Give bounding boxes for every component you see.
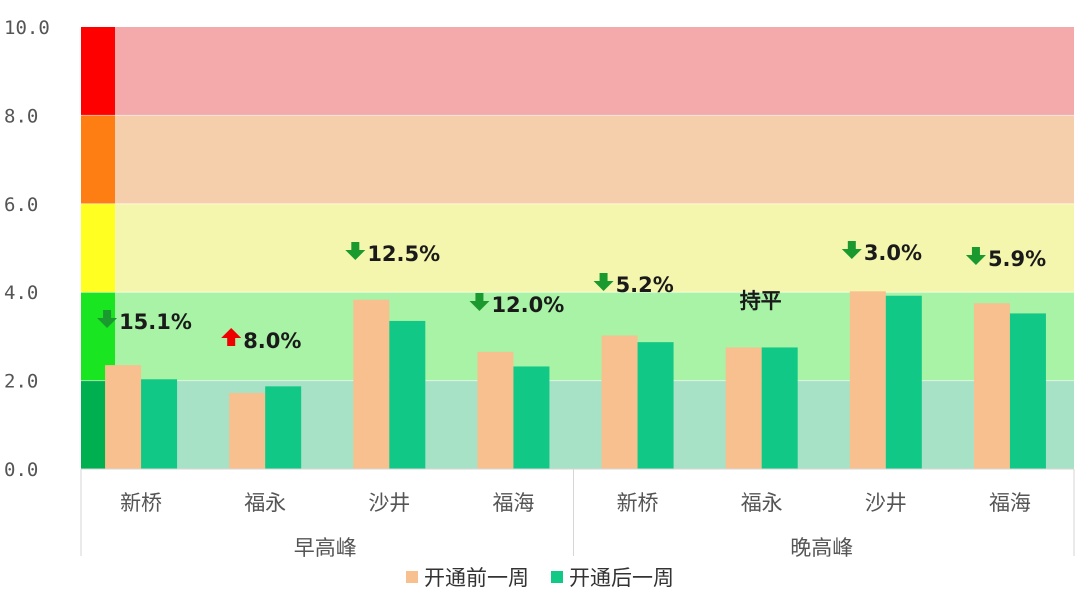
change-label: 5.9% bbox=[988, 247, 1046, 271]
x-tick-label: 沙井 bbox=[865, 491, 907, 515]
y-tick-label: 6.0 bbox=[4, 194, 38, 216]
bar-after bbox=[141, 379, 178, 469]
x-tick-label: 沙井 bbox=[368, 491, 410, 515]
bar-before bbox=[353, 299, 390, 469]
bar-before bbox=[229, 392, 266, 469]
bar-after bbox=[761, 347, 798, 469]
legend: 开通前一周 开通后一周 bbox=[0, 562, 1080, 592]
y-tick-label: 2.0 bbox=[4, 371, 38, 393]
y-tick-label: 8.0 bbox=[4, 105, 38, 127]
x-tick-label: 福永 bbox=[244, 491, 286, 515]
change-label: 15.1% bbox=[119, 310, 192, 334]
arrow-down-icon bbox=[593, 273, 614, 291]
legend-label-before: 开通前一周 bbox=[424, 566, 529, 590]
arrow-down-icon bbox=[965, 247, 986, 265]
legend-item-before: 开通前一周 bbox=[406, 562, 529, 592]
bar-after bbox=[885, 295, 922, 469]
bar-before bbox=[725, 347, 762, 469]
x-tick-label: 新桥 bbox=[617, 491, 659, 515]
bar-after bbox=[513, 366, 550, 469]
band-layer bbox=[81, 27, 1074, 469]
arrow-up-icon bbox=[221, 328, 242, 346]
annotations: 15.1% 8.0% 12.5% 12.0% 5.2% 持平 3.0% 5.9% bbox=[97, 241, 1046, 353]
arrow-down-icon bbox=[345, 242, 366, 260]
bar-before bbox=[477, 351, 514, 469]
x-tick-label: 福海 bbox=[492, 491, 534, 515]
y-axis: 0.0 2.0 4.0 6.0 8.0 10.0 bbox=[4, 17, 50, 481]
bar-before bbox=[601, 335, 638, 469]
bar-before bbox=[849, 291, 886, 469]
y-tick-label: 0.0 bbox=[4, 459, 38, 481]
change-label: 持平 bbox=[740, 289, 782, 313]
legend-swatch-after bbox=[551, 571, 563, 583]
x-tick-label: 新桥 bbox=[120, 491, 162, 515]
arrow-down-icon bbox=[469, 293, 490, 311]
band-3 bbox=[81, 115, 1074, 204]
change-label: 8.0% bbox=[243, 329, 301, 353]
arrow-down-icon bbox=[841, 241, 862, 259]
band-2 bbox=[81, 203, 1074, 293]
bars bbox=[105, 291, 1046, 469]
band-strip-3 bbox=[81, 115, 115, 204]
legend-label-after: 开通后一周 bbox=[569, 566, 674, 590]
bar-after bbox=[1009, 313, 1046, 469]
arrow-down-icon bbox=[97, 310, 118, 328]
group-label: 晚高峰 bbox=[790, 536, 853, 560]
x-tick-label: 福永 bbox=[741, 491, 783, 515]
y-tick-label: 10.0 bbox=[4, 17, 50, 39]
band-strip-4 bbox=[81, 27, 115, 116]
change-label: 12.5% bbox=[367, 242, 440, 266]
band-4 bbox=[81, 27, 1074, 116]
band-strip-2 bbox=[81, 203, 115, 293]
bar-before bbox=[973, 303, 1010, 469]
change-label: 3.0% bbox=[864, 241, 922, 265]
y-tick-label: 4.0 bbox=[4, 282, 38, 304]
legend-item-after: 开通后一周 bbox=[551, 562, 674, 592]
bar-after bbox=[637, 342, 674, 469]
legend-swatch-before bbox=[406, 571, 418, 583]
bar-after bbox=[265, 386, 302, 469]
change-label: 12.0% bbox=[491, 293, 564, 317]
group-label: 早高峰 bbox=[294, 536, 357, 560]
bar-before bbox=[105, 365, 142, 469]
x-tick-label: 福海 bbox=[989, 491, 1031, 515]
bar-after bbox=[389, 320, 426, 469]
change-label: 5.2% bbox=[616, 273, 674, 297]
